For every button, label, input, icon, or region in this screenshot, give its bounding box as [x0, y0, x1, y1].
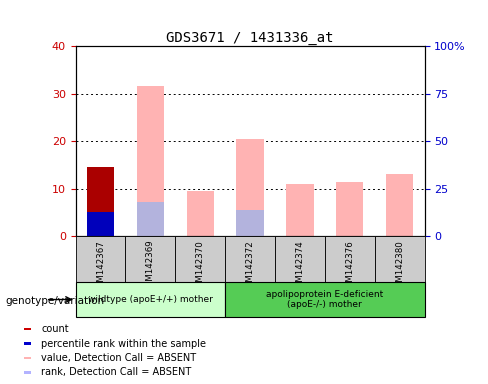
Bar — [137, 202, 164, 236]
Bar — [386, 174, 413, 236]
Title: GDS3671 / 1431336_at: GDS3671 / 1431336_at — [166, 31, 334, 45]
Bar — [125, 236, 175, 282]
Bar — [225, 236, 275, 282]
Text: GSM142374: GSM142374 — [295, 240, 305, 293]
Bar — [87, 167, 114, 236]
Bar — [24, 357, 31, 359]
Bar — [76, 282, 225, 317]
Bar — [186, 191, 214, 236]
Bar — [336, 182, 364, 236]
Text: GSM142380: GSM142380 — [395, 240, 404, 293]
Text: GSM142372: GSM142372 — [245, 240, 255, 293]
Bar — [76, 236, 125, 282]
Bar — [286, 184, 314, 236]
Bar — [275, 236, 325, 282]
Bar — [175, 236, 225, 282]
Bar — [375, 236, 425, 282]
Text: GSM142370: GSM142370 — [196, 240, 205, 293]
Bar — [325, 236, 375, 282]
Text: GSM142376: GSM142376 — [346, 240, 354, 293]
Text: genotype/variation: genotype/variation — [5, 296, 104, 306]
Text: wildtype (apoE+/+) mother: wildtype (apoE+/+) mother — [88, 295, 213, 304]
Bar — [236, 139, 264, 236]
Bar — [24, 371, 31, 374]
Text: apolipoprotein E-deficient
(apoE-/-) mother: apolipoprotein E-deficient (apoE-/-) mot… — [266, 290, 384, 309]
Text: percentile rank within the sample: percentile rank within the sample — [41, 339, 206, 349]
Bar — [24, 328, 31, 331]
Text: count: count — [41, 324, 69, 334]
Text: rank, Detection Call = ABSENT: rank, Detection Call = ABSENT — [41, 367, 191, 377]
Text: GSM142367: GSM142367 — [96, 240, 105, 293]
Text: GSM142369: GSM142369 — [146, 240, 155, 293]
Text: value, Detection Call = ABSENT: value, Detection Call = ABSENT — [41, 353, 196, 363]
Bar — [87, 212, 114, 236]
Bar — [24, 343, 31, 345]
Bar — [236, 210, 264, 236]
Bar — [225, 282, 425, 317]
Bar — [137, 86, 164, 236]
